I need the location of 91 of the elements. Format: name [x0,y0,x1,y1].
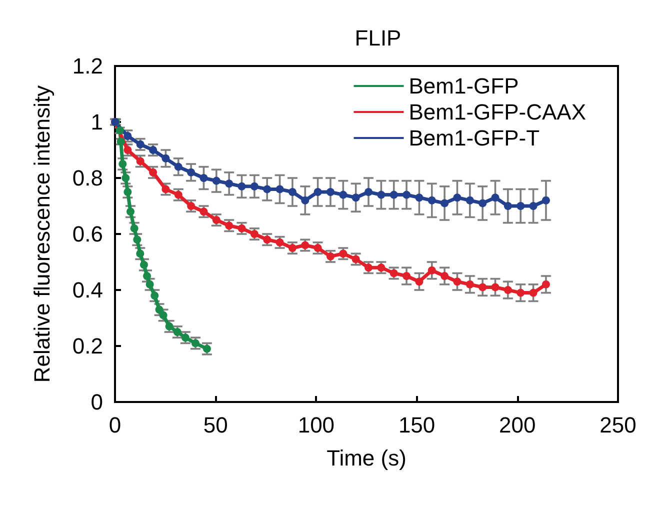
x-tick-label: 150 [398,412,436,438]
point [181,334,190,342]
point [428,266,436,274]
point [136,140,144,148]
y-tick-label: 1.2 [72,54,103,78]
point [478,199,487,208]
point [529,288,538,297]
point [390,190,398,199]
point [326,188,334,196]
point [516,202,525,210]
legend-label: Bem1-GFP-T [408,126,540,150]
point [126,208,134,216]
point [402,190,411,199]
point [339,190,348,199]
point [276,185,284,194]
point [250,182,258,190]
chart-title: FLIP [354,26,402,50]
point [428,196,436,204]
point [352,194,360,202]
point [276,238,284,246]
point [529,202,538,210]
x-tick-label: 50 [203,412,228,438]
point [504,202,512,210]
point [491,194,500,202]
point [200,208,208,216]
point [200,174,208,182]
point [415,278,424,286]
y-axis-title: Relative fluorescence intensity [30,85,54,383]
point [187,202,196,210]
legend-label: Bem1-GFP [408,74,519,98]
x-tick-label: 200 [499,412,536,438]
legend-label: Bem1-GFP-CAAX [408,100,586,124]
point [238,224,246,232]
point [542,280,550,288]
point [136,157,144,166]
point [288,188,296,196]
point [504,286,512,294]
point [238,182,246,190]
point [339,250,348,258]
point [326,252,334,260]
x-axis-title: Time (s) [326,446,406,470]
point [202,344,211,353]
point [377,264,386,272]
point [478,283,487,292]
point [516,288,525,297]
point [466,280,474,288]
point [352,255,360,264]
point [225,222,234,230]
y-tick-label: 1 [90,110,103,134]
point [225,180,234,188]
point [364,264,373,272]
point [453,194,462,202]
point [263,185,272,194]
point [162,154,170,162]
point [174,162,182,171]
point [191,339,200,348]
point [212,216,220,224]
point [301,241,310,250]
y-tick-label: 0 [90,390,103,414]
point [314,188,322,196]
point [453,278,462,286]
point [377,190,386,199]
point [440,272,449,280]
point [402,272,411,280]
point [212,176,220,185]
point [288,244,296,252]
point [250,230,258,238]
y-tick-label: 0.6 [72,222,103,246]
point [466,196,474,204]
y-tick-label: 0.4 [72,278,103,302]
point [263,236,272,244]
point [440,199,449,208]
x-tick-label: 0 [108,412,122,438]
point [149,168,158,176]
point [149,146,158,154]
point [542,196,550,204]
point [364,188,373,196]
point [301,196,310,204]
point [415,194,424,202]
y-tick-label: 0.2 [72,334,103,358]
point [491,283,500,292]
point [174,190,182,199]
point [162,185,170,194]
point [314,244,322,252]
point [124,188,132,196]
y-tick-label: 0.8 [72,166,103,190]
point [390,269,398,278]
x-tick-label: 250 [600,412,636,438]
point [173,328,182,336]
point [187,168,196,176]
x-tick-label: 100 [298,412,335,438]
